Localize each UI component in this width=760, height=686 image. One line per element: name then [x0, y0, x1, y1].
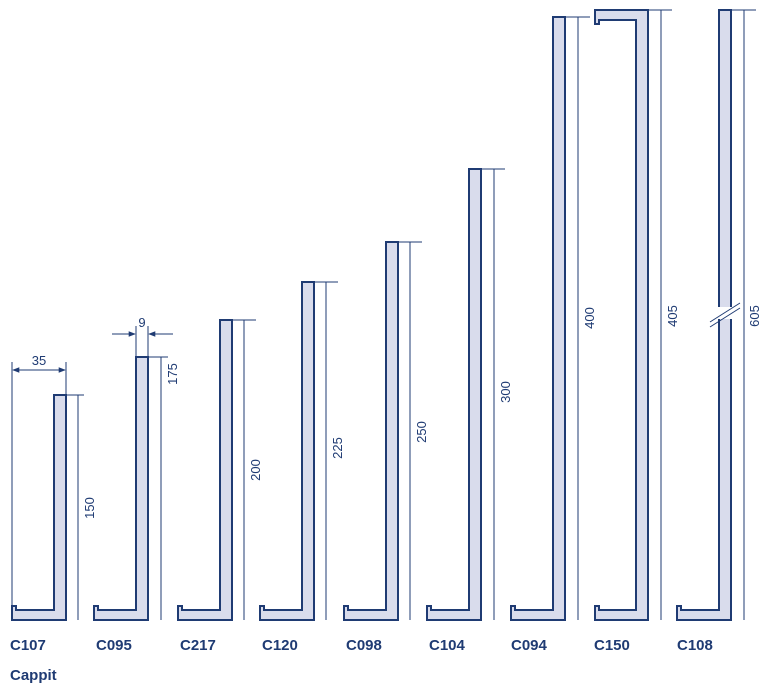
profile-c095: 9 175 [93, 315, 180, 621]
profile-c094: 400 [510, 16, 597, 621]
width-label: 35 [32, 353, 46, 368]
height-label: 405 [665, 305, 680, 327]
profile-c217: 200 [177, 319, 263, 621]
brand-label: Cappit [10, 667, 57, 684]
profile-c104-shape [426, 168, 482, 621]
profile-c108: 605 [676, 9, 760, 621]
profile-c094-shape [510, 16, 566, 621]
profile-code: C094 [511, 637, 548, 654]
profile-c150-shape [594, 9, 649, 621]
profile-c098: 250 [343, 241, 429, 621]
profile-c120-shape [259, 281, 315, 621]
profile-c150: 405 [594, 9, 680, 621]
profile-code: C108 [677, 637, 713, 654]
profile-code: C150 [594, 637, 630, 654]
profile-c098-shape [343, 241, 399, 621]
profile-c107-shape [11, 394, 67, 621]
profile-code: C217 [180, 637, 216, 654]
profile-code: C120 [262, 637, 298, 654]
profile-c104: 300 [426, 168, 513, 621]
profile-code: C095 [96, 637, 132, 654]
height-label: 400 [582, 307, 597, 329]
height-label: 605 [747, 305, 760, 327]
height-label: 250 [414, 421, 429, 443]
profile-c095-shape [93, 356, 149, 621]
height-label: 175 [165, 363, 180, 385]
profile-code: C098 [346, 637, 382, 654]
height-label: 225 [330, 437, 345, 459]
profile-code: C104 [429, 637, 466, 654]
break-mark [709, 307, 741, 328]
break-mark [709, 302, 741, 323]
thickness-label: 9 [138, 315, 145, 330]
height-label: 150 [82, 497, 97, 519]
height-label: 300 [498, 381, 513, 403]
height-label: 200 [248, 459, 263, 481]
profile-c107: 35 150 [11, 353, 97, 621]
profile-c217-shape [177, 319, 233, 621]
profile-code: C107 [10, 637, 46, 654]
profile-c120: 225 [259, 281, 345, 621]
